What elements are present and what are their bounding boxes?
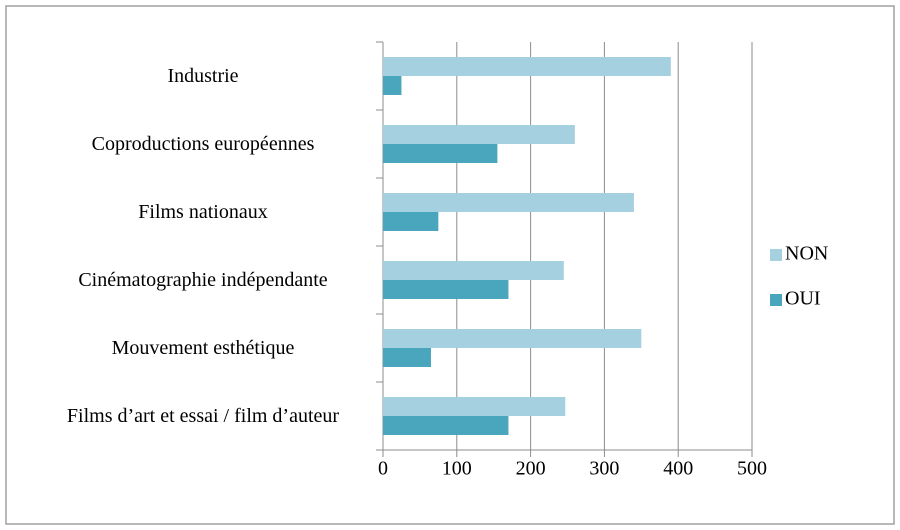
x-tick-label: 200 [516,458,546,480]
bar [383,416,509,435]
bar [383,125,575,144]
x-tick-label: 100 [442,458,472,480]
y-tick-label: Coproductions européennes [91,133,315,155]
y-tick-label: Cinématographie indépendante [78,269,328,291]
legend-swatch [770,294,782,306]
legend-label: NON [785,243,828,265]
bar [383,261,564,280]
legend-swatch [770,249,782,261]
bar [383,280,509,299]
bar [383,193,634,212]
bar [383,329,642,348]
y-tick-label: Industrie [167,65,239,87]
bar [383,144,498,163]
x-tick-label: 500 [737,458,767,480]
x-tick-label: 400 [663,458,693,480]
bar [383,57,671,76]
y-tick-label: Mouvement esthétique [111,337,295,359]
bar [383,397,566,416]
bar [383,348,431,367]
x-tick-label: 300 [589,458,619,480]
bar [383,212,439,231]
bar [383,76,402,95]
legend-label: OUI [785,288,821,310]
y-tick-label: Films d’art et essai / film d’auteur [66,405,340,427]
x-tick-label: 0 [378,458,388,480]
y-tick-label: Films nationaux [138,201,268,223]
